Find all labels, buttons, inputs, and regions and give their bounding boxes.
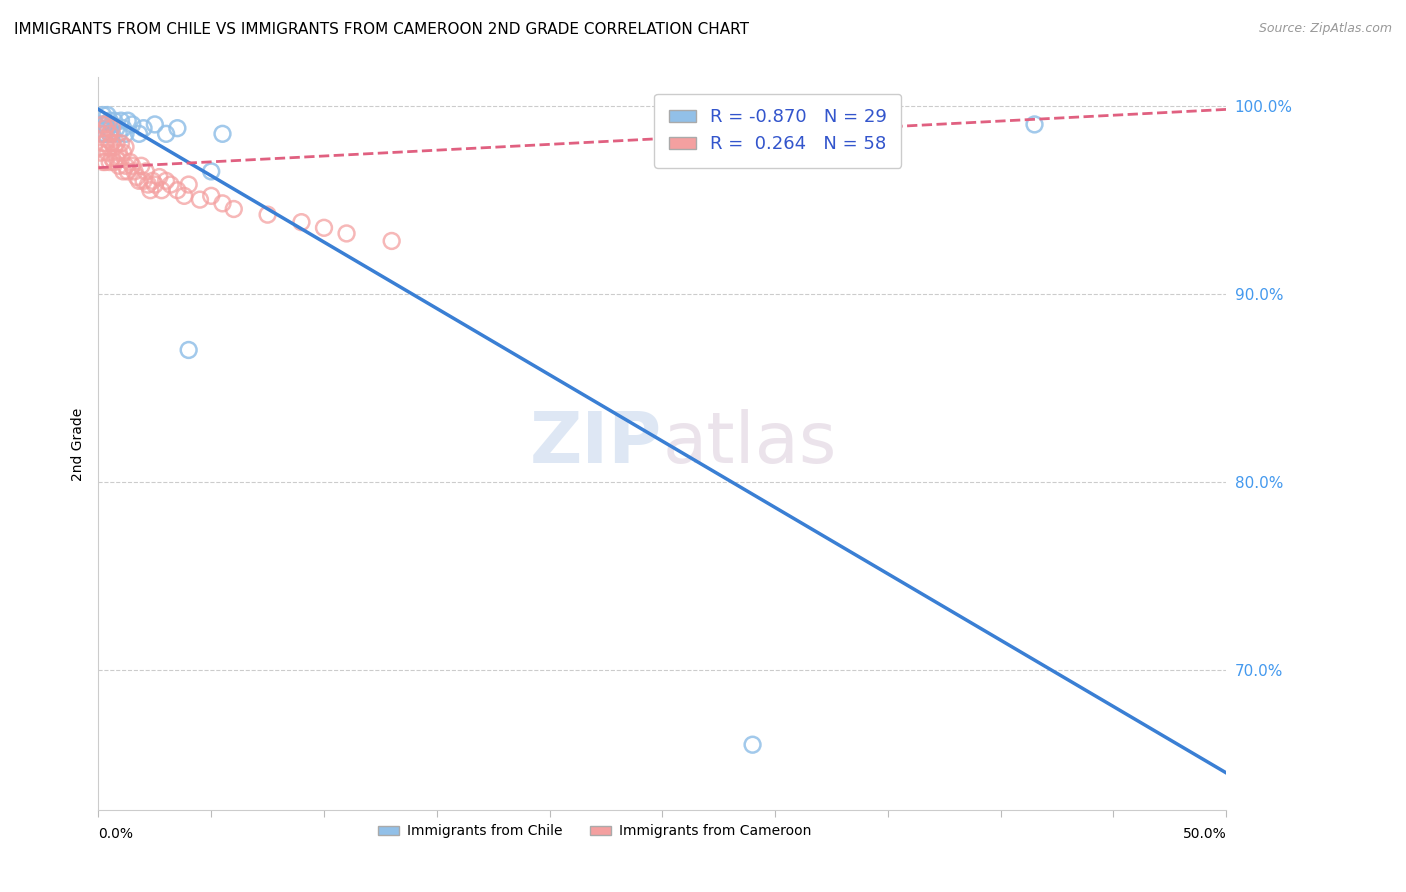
Point: [98, 155, 121, 169]
Text: 0.0%: 0.0%: [98, 827, 134, 840]
Point: [103, 155, 125, 169]
Point: [98, 113, 121, 128]
Text: Source: ZipAtlas.com: Source: ZipAtlas.com: [1258, 22, 1392, 36]
Point: [125, 169, 148, 184]
Text: IMMIGRANTS FROM CHILE VS IMMIGRANTS FROM CAMEROON 2ND GRADE CORRELATION CHART: IMMIGRANTS FROM CHILE VS IMMIGRANTS FROM…: [14, 22, 749, 37]
Point: [129, 159, 152, 173]
Point: [132, 121, 155, 136]
Point: [90, 117, 112, 131]
Point: [91, 155, 114, 169]
Point: [96, 121, 118, 136]
Text: 50.0%: 50.0%: [1182, 827, 1226, 840]
Point: [211, 196, 233, 211]
Legend: Immigrants from Chile, Immigrants from Cameroon: Immigrants from Chile, Immigrants from C…: [373, 819, 817, 844]
Point: [381, 234, 404, 248]
Point: [101, 121, 124, 136]
Point: [112, 121, 135, 136]
Point: [128, 174, 150, 188]
Point: [148, 169, 170, 184]
Point: [110, 136, 132, 151]
Point: [96, 132, 118, 146]
Point: [90, 127, 112, 141]
Point: [139, 183, 162, 197]
Point: [96, 117, 118, 131]
Point: [101, 117, 124, 131]
Point: [136, 178, 159, 192]
Point: [114, 140, 136, 154]
Point: [107, 127, 129, 141]
Point: [98, 127, 121, 141]
Y-axis label: 2nd Grade: 2nd Grade: [72, 408, 86, 481]
Point: [103, 113, 125, 128]
Point: [121, 159, 143, 173]
Point: [118, 155, 141, 169]
Point: [91, 108, 114, 122]
Point: [132, 174, 155, 188]
Point: [110, 151, 132, 165]
Point: [155, 127, 177, 141]
Point: [110, 113, 132, 128]
Point: [105, 151, 128, 165]
Point: [166, 121, 188, 136]
Point: [1024, 117, 1046, 131]
Point: [105, 136, 128, 151]
Point: [94, 136, 117, 151]
Point: [94, 117, 117, 131]
Point: [143, 117, 166, 131]
Point: [121, 117, 143, 131]
Point: [312, 220, 335, 235]
Text: ZIP: ZIP: [530, 409, 662, 478]
Point: [188, 193, 211, 207]
Point: [91, 127, 114, 141]
Point: [177, 343, 200, 357]
Point: [94, 121, 117, 136]
Point: [335, 227, 357, 241]
Point: [103, 140, 125, 154]
Point: [98, 127, 121, 141]
Point: [211, 127, 233, 141]
Point: [159, 178, 181, 192]
Point: [101, 127, 124, 141]
Point: [124, 164, 146, 178]
Point: [107, 159, 129, 173]
Point: [96, 108, 118, 122]
Point: [142, 174, 165, 188]
Point: [101, 136, 124, 151]
Point: [173, 189, 195, 203]
Point: [200, 164, 222, 178]
Point: [96, 145, 118, 160]
Text: atlas: atlas: [662, 409, 837, 478]
Point: [290, 215, 312, 229]
Point: [107, 145, 129, 160]
Point: [94, 127, 117, 141]
Point: [117, 164, 139, 178]
Point: [177, 178, 200, 192]
Point: [200, 189, 222, 203]
Point: [91, 117, 114, 131]
Point: [128, 127, 150, 141]
Point: [117, 113, 139, 128]
Point: [222, 202, 245, 216]
Point: [143, 178, 166, 192]
Point: [166, 183, 188, 197]
Point: [105, 121, 128, 136]
Point: [112, 145, 135, 160]
Point: [155, 174, 177, 188]
Point: [135, 164, 157, 178]
Point: [114, 159, 136, 173]
Point: [101, 151, 124, 165]
Point: [256, 208, 278, 222]
Point: [741, 738, 763, 752]
Point: [98, 140, 121, 154]
Point: [114, 127, 136, 141]
Point: [112, 164, 135, 178]
Point: [150, 183, 173, 197]
Point: [90, 145, 112, 160]
Point: [91, 136, 114, 151]
Point: [94, 155, 117, 169]
